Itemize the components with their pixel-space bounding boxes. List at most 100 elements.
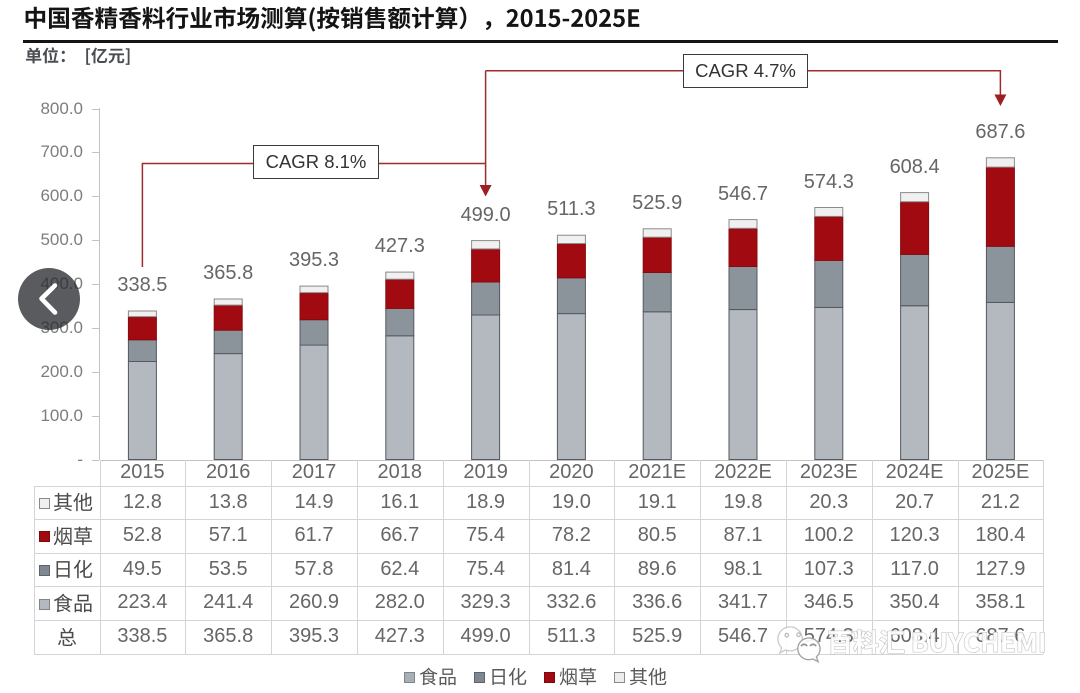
legend-item: 烟草 bbox=[543, 667, 597, 688]
legend-item: 食品 bbox=[403, 667, 457, 688]
table-cell: 20.7 bbox=[895, 490, 935, 513]
table-cell: 78.2 bbox=[551, 524, 591, 547]
cagr-annotation-8-1: CAGR 8.1% bbox=[253, 145, 379, 179]
table-border bbox=[34, 586, 1044, 588]
unit-label: 单位：[亿元] bbox=[25, 46, 131, 66]
bar-segment-2020-其他 bbox=[556, 234, 586, 244]
table-cell: 332.6 bbox=[546, 591, 597, 614]
y-axis-tick bbox=[92, 284, 99, 285]
bar-total-label: 511.3 bbox=[547, 198, 596, 221]
table-cell: 98.1 bbox=[723, 557, 763, 580]
table-border bbox=[34, 552, 1044, 554]
table-border bbox=[356, 459, 358, 654]
table-cell: 61.7 bbox=[294, 524, 334, 547]
bar-segment-2018-食品 bbox=[385, 335, 415, 460]
table-border bbox=[34, 485, 1044, 487]
table-cell: 223.4 bbox=[117, 591, 168, 614]
bar-segment-2024E-其他 bbox=[900, 192, 930, 203]
legend-key-swatch bbox=[613, 672, 625, 684]
table-border bbox=[99, 459, 101, 654]
table-cell: 66.7 bbox=[380, 524, 420, 547]
bar-segment-2017-其他 bbox=[299, 285, 329, 294]
y-axis-tick-label: 700.0 bbox=[40, 142, 83, 162]
table-cell: 117.0 bbox=[890, 557, 939, 580]
y-axis-tick bbox=[92, 371, 99, 373]
y-axis-line bbox=[99, 108, 100, 460]
table-cell: 120.3 bbox=[889, 524, 940, 547]
bar-total-label: 687.6 bbox=[975, 120, 1026, 143]
table-cell: 81.4 bbox=[551, 557, 591, 580]
cagr-annotation-label: CAGR 4.7% bbox=[695, 59, 796, 81]
cagr-annotation-4-7: CAGR 4.7% bbox=[683, 53, 808, 88]
table-border bbox=[785, 459, 787, 654]
table-row-label: 食品 bbox=[39, 593, 93, 615]
table-cell: 57.1 bbox=[208, 524, 248, 547]
table-cell: 282.0 bbox=[374, 591, 425, 614]
y-axis-tick-label: - bbox=[77, 449, 83, 469]
bar-segment-2022E-其他 bbox=[728, 219, 758, 229]
bar-segment-2024E-食品 bbox=[900, 305, 930, 460]
table-cell: 107.3 bbox=[803, 557, 854, 580]
bar-segment-2022E-日化 bbox=[728, 266, 758, 310]
table-cell: 13.8 bbox=[208, 490, 248, 513]
table-cell: 75.4 bbox=[466, 524, 506, 547]
table-cell: 358.1 bbox=[975, 591, 1026, 614]
bar-segment-2015-食品 bbox=[127, 361, 157, 460]
bar-total-label: 395.3 bbox=[288, 249, 340, 272]
bar-segment-2020-食品 bbox=[556, 313, 586, 460]
table-cell: 57.8 bbox=[294, 557, 334, 580]
bar-segment-2019-食品 bbox=[471, 314, 501, 460]
bar-total-label: 525.9 bbox=[632, 191, 683, 214]
bar-segment-2016-食品 bbox=[213, 353, 243, 461]
y-axis-tick-label: 100.0 bbox=[40, 405, 83, 425]
table-cell: 80.5 bbox=[637, 524, 677, 547]
bar-segment-2024E-烟草 bbox=[900, 201, 930, 255]
table-border bbox=[442, 459, 444, 654]
bar-segment-2019-烟草 bbox=[471, 248, 501, 283]
prev-image-button[interactable] bbox=[18, 268, 80, 330]
x-axis-line bbox=[99, 459, 1044, 461]
table-border bbox=[185, 459, 187, 654]
bar-segment-2025E-烟草 bbox=[985, 166, 1015, 247]
series-key-swatch bbox=[39, 531, 50, 543]
table-col-header: 2023E bbox=[799, 460, 858, 483]
table-cell: 14.9 bbox=[294, 490, 334, 513]
table-cell: 87.1 bbox=[723, 524, 763, 547]
table-col-header: 2015 bbox=[120, 460, 165, 483]
table-border bbox=[34, 485, 35, 654]
table-cell: 395.3 bbox=[288, 624, 340, 647]
table-cell: 19.8 bbox=[723, 490, 763, 513]
table-row-label: 总 bbox=[57, 627, 77, 649]
table-cell: 241.4 bbox=[203, 591, 254, 614]
series-key-swatch bbox=[39, 564, 50, 576]
chart-legend: 食品日化烟草其他 bbox=[0, 667, 1070, 688]
table-row-label: 日化 bbox=[39, 559, 93, 581]
bar-segment-2021E-烟草 bbox=[642, 236, 672, 273]
y-axis-tick bbox=[92, 327, 99, 329]
table-border bbox=[700, 459, 702, 654]
series-key-swatch bbox=[39, 497, 50, 509]
bar-segment-2018-日化 bbox=[385, 307, 415, 337]
table-cell: 19.0 bbox=[551, 490, 591, 513]
table-border bbox=[34, 619, 1044, 621]
bar-segment-2020-日化 bbox=[556, 277, 586, 315]
cagr-arrow-2025-icon bbox=[994, 94, 1007, 106]
chevron-left-icon bbox=[39, 283, 58, 315]
legend-key-swatch bbox=[473, 672, 485, 684]
table-cell: 338.5 bbox=[117, 624, 168, 647]
y-axis-tick bbox=[92, 108, 99, 110]
table-col-header: 2021E bbox=[628, 460, 687, 483]
cagr-arrow-2019-icon bbox=[479, 185, 492, 197]
table-cell: 260.9 bbox=[288, 591, 340, 614]
legend-key-swatch bbox=[403, 672, 415, 684]
wechat-logo-icon bbox=[777, 626, 821, 664]
table-cell: 546.7 bbox=[717, 624, 769, 647]
bar-segment-2015-其他 bbox=[127, 310, 157, 318]
table-cell: 75.4 bbox=[466, 557, 506, 580]
bar-segment-2020-烟草 bbox=[556, 243, 586, 279]
table-col-header: 2022E bbox=[714, 460, 772, 483]
table-cell: 19.1 bbox=[637, 490, 677, 513]
bar-total-label: 427.3 bbox=[374, 235, 425, 258]
table-cell: 18.9 bbox=[466, 490, 506, 513]
